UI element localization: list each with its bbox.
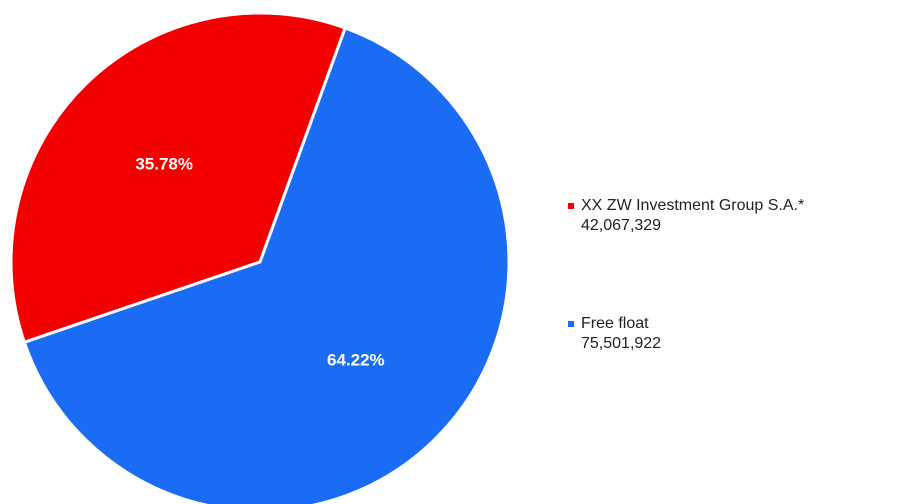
legend-value-investment-group: 42,067,329 — [581, 217, 662, 234]
legend-value-free-float: 75,501,922 — [581, 335, 662, 352]
legend-label-free-float: Free float — [581, 315, 649, 332]
legend-label-investment-group: XX ZW Investment Group S.A.* — [581, 197, 805, 214]
pie-slice-1 — [22, 26, 511, 504]
legend-swatch-investment-group — [568, 203, 574, 209]
legend-item-free-float: Free float 75,501,922 — [568, 314, 898, 354]
pie-slice-0 — [9, 11, 347, 344]
legend-item-investment-group: XX ZW Investment Group S.A.* 42,067,329 — [568, 196, 898, 236]
pie-slice-label-1: 64.22% — [327, 350, 385, 369]
pie-slice-label-0: 35.78% — [135, 155, 193, 174]
legend-swatch-free-float — [568, 321, 574, 327]
